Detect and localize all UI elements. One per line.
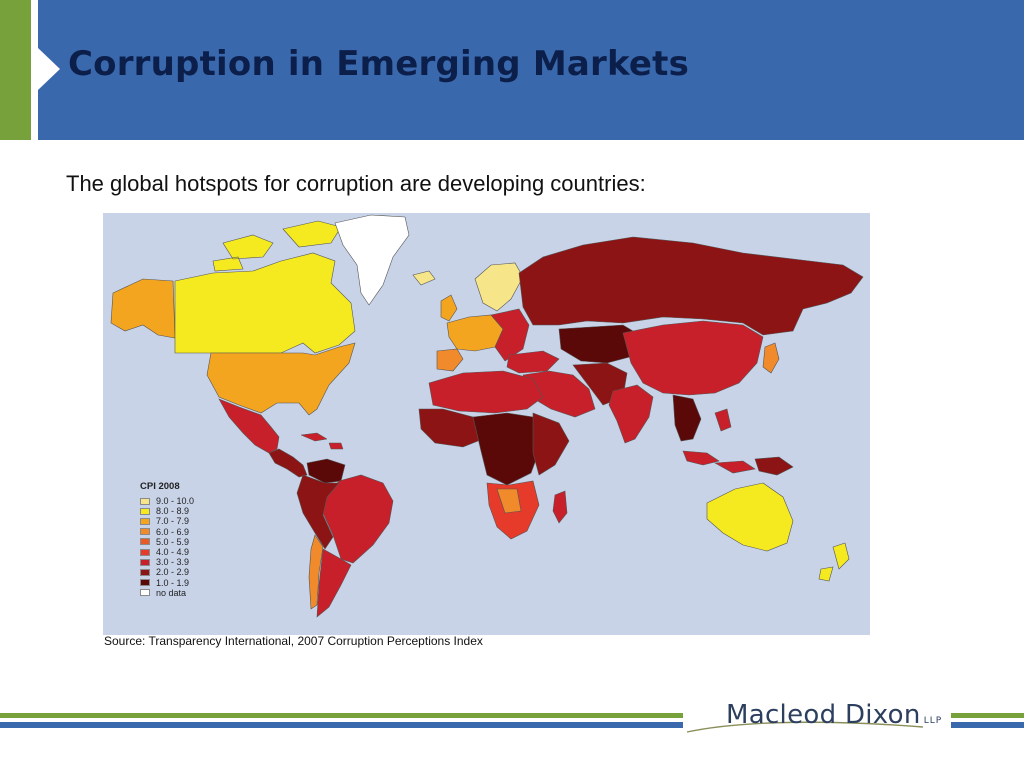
region-southeast-asia	[672, 394, 702, 442]
footer-blue-bar-left	[0, 722, 683, 728]
footer-green-bar-left	[0, 713, 683, 718]
legend-label: 2.0 - 2.9	[156, 567, 190, 578]
region-china	[622, 320, 764, 396]
region-iberia	[436, 348, 464, 372]
legend-swatch	[140, 507, 150, 515]
region-caribbean	[300, 432, 344, 450]
region-botswana	[496, 488, 522, 514]
legend-swatch	[140, 548, 150, 556]
region-argentina	[316, 548, 352, 618]
region-usa	[206, 342, 356, 416]
region-west-africa	[418, 408, 484, 448]
legend-label: 4.0 - 4.9	[156, 547, 190, 558]
region-greenland	[334, 214, 410, 306]
region-canada	[174, 252, 356, 354]
legend-label: no data	[156, 587, 187, 598]
legend-swatch	[140, 558, 150, 566]
region-chile	[308, 534, 324, 610]
header-arrow-icon	[38, 48, 60, 90]
region-north-africa	[428, 370, 544, 414]
legend-swatch	[140, 568, 150, 576]
legend-item: 5.0 - 5.9	[140, 537, 194, 547]
region-india	[608, 384, 654, 444]
region-png	[754, 456, 794, 476]
legend-swatch	[140, 517, 150, 525]
region-central-africa	[472, 412, 544, 486]
legend-label: 6.0 - 6.9	[156, 526, 190, 537]
header-bar: Corruption in Emerging Markets	[0, 0, 1024, 140]
region-uk	[440, 294, 458, 322]
region-australia	[706, 482, 794, 552]
region-indonesia	[682, 408, 756, 474]
region-russia	[518, 236, 864, 336]
region-east-africa	[532, 412, 570, 476]
region-canada-islands	[212, 220, 342, 272]
region-central-asia	[558, 324, 644, 364]
legend-item: no data	[140, 588, 194, 598]
legend-item: 1.0 - 1.9	[140, 578, 194, 588]
legend-label: 5.0 - 5.9	[156, 536, 190, 547]
legend-item: 7.0 - 7.9	[140, 516, 194, 526]
region-scandinavia	[474, 262, 524, 312]
legend-item: 4.0 - 4.9	[140, 547, 194, 557]
intro-text: The global hotspots for corruption are d…	[66, 171, 646, 196]
region-south-america-west	[296, 474, 340, 550]
legend-label: 7.0 - 7.9	[156, 516, 190, 527]
region-madagascar	[552, 490, 568, 524]
header-green-stripe	[0, 0, 31, 140]
legend-swatch	[140, 579, 150, 587]
header-white-stripe	[31, 0, 38, 140]
logo-swoosh-icon	[686, 721, 924, 733]
legend-item: 8.0 - 8.9	[140, 506, 194, 516]
logo-wordmark: Macleod Dixon LLP	[726, 700, 942, 730]
region-alaska	[110, 278, 176, 339]
region-new-zealand	[818, 542, 850, 582]
company-logo: Macleod Dixon LLP	[683, 694, 951, 738]
world-map-svg	[103, 213, 870, 635]
legend-label: 8.0 - 8.9	[156, 506, 190, 517]
region-central-america	[268, 448, 308, 478]
legend-item: 2.0 - 2.9	[140, 567, 194, 577]
legend-swatch	[140, 528, 150, 536]
footer-green-bar-right	[951, 713, 1024, 718]
legend-item: 9.0 - 10.0	[140, 496, 194, 506]
legend-title: CPI 2008	[140, 481, 180, 492]
legend-swatch	[140, 538, 150, 546]
legend-item: 6.0 - 6.9	[140, 527, 194, 537]
legend-swatch	[140, 497, 150, 505]
region-mexico	[218, 398, 280, 454]
logo-name: Macleod Dixon	[726, 700, 921, 730]
region-japan	[762, 342, 780, 374]
slide-title: Corruption in Emerging Markets	[68, 44, 690, 84]
legend-label: 9.0 - 10.0	[156, 496, 195, 507]
source-citation: Source: Transparency International, 2007…	[104, 634, 483, 648]
region-iceland	[412, 270, 436, 286]
world-map	[103, 213, 870, 635]
logo-suffix: LLP	[923, 716, 943, 726]
legend-label: 3.0 - 3.9	[156, 557, 190, 568]
legend-label: 1.0 - 1.9	[156, 577, 190, 588]
legend-item: 3.0 - 3.9	[140, 557, 194, 567]
region-turkey	[506, 350, 560, 374]
legend-swatch	[140, 589, 150, 597]
map-legend: CPI 2008 9.0 - 10.0 8.0 - 8.9 7.0 - 7.9 …	[140, 481, 194, 598]
footer-blue-bar-right	[951, 722, 1024, 728]
region-western-europe	[446, 314, 504, 352]
